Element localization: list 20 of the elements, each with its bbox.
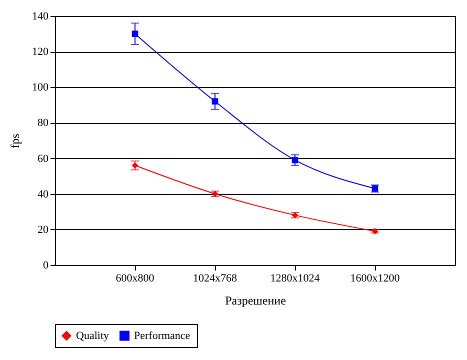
legend-label: Quality bbox=[76, 330, 110, 342]
point bbox=[292, 156, 298, 164]
y-tick-label: 0 bbox=[43, 260, 49, 272]
y-tick-label: 120 bbox=[32, 46, 49, 58]
point bbox=[132, 162, 138, 169]
x-tick-label: 600x800 bbox=[116, 272, 155, 284]
x-axis-title: Разрешение bbox=[225, 294, 286, 308]
y-tick-label: 60 bbox=[38, 152, 49, 165]
x-tick-label: 1600x1200 bbox=[350, 272, 400, 284]
legend-label: Performance bbox=[134, 330, 190, 342]
y-tick-label: 100 bbox=[32, 82, 49, 94]
point bbox=[132, 30, 138, 37]
point bbox=[212, 98, 218, 105]
x-tick-label: 1280x1024 bbox=[270, 272, 320, 284]
y-tick-label: 140 bbox=[32, 10, 49, 22]
y-axis-title: fps bbox=[8, 133, 22, 148]
x-tick-label: 1024x768 bbox=[193, 272, 238, 284]
y-tick-label: 40 bbox=[38, 188, 49, 200]
y-tick-label: 20 bbox=[38, 224, 49, 236]
y-tick-label: 80 bbox=[38, 117, 49, 130]
